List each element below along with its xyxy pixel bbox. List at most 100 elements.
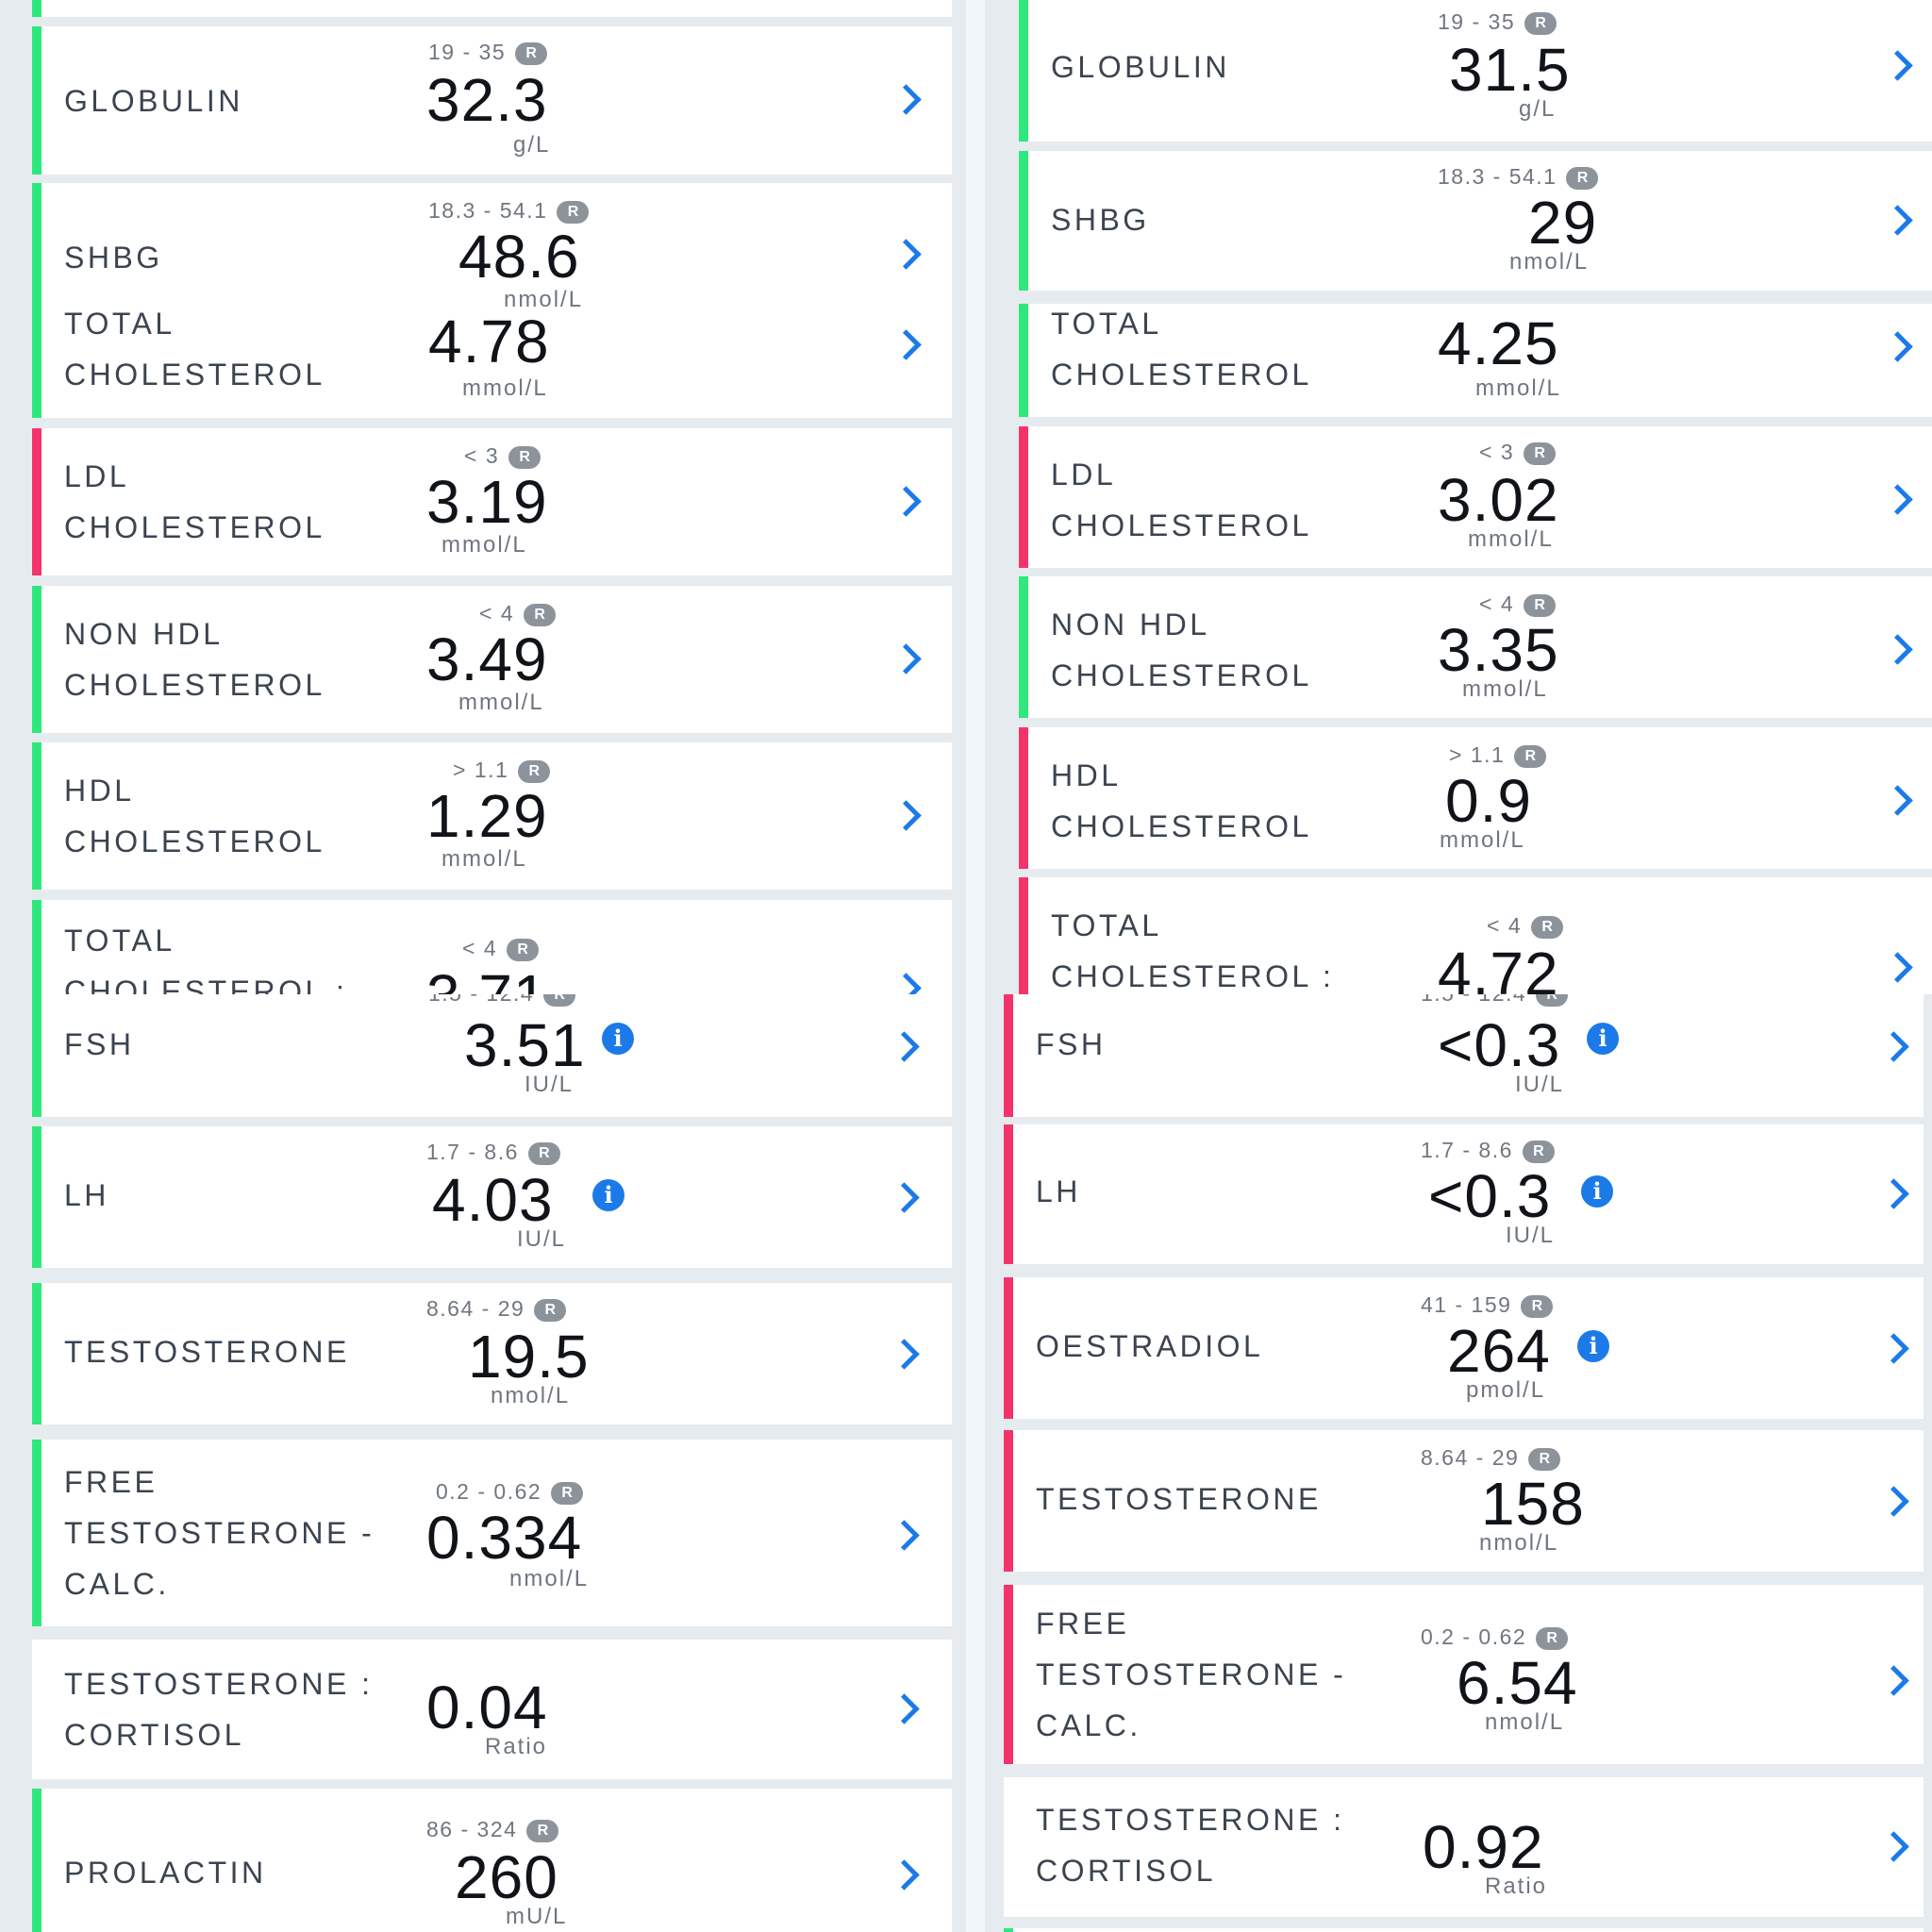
chevron-right-icon[interactable] — [889, 1031, 920, 1062]
range-badge[interactable]: R — [524, 603, 557, 626]
chevron-right-icon[interactable] — [1878, 1333, 1909, 1364]
chevron-right-icon[interactable] — [891, 239, 922, 270]
test-name: HDL CHOLESTEROL — [1051, 758, 1312, 843]
range-badge[interactable]: R — [1522, 1140, 1555, 1163]
result-card-testosterone-cortisol[interactable]: TESTOSTERONE : CORTISOL 0.92 Ratio — [1004, 1777, 1924, 1917]
range-badge[interactable]: R — [1524, 593, 1557, 617]
chevron-right-icon[interactable] — [891, 329, 922, 360]
range-badge[interactable]: R — [1531, 915, 1564, 939]
result-card-prolactin[interactable]: PROLACTIN 86 - 324 R 260 mU/L — [32, 1789, 952, 1932]
info-icon[interactable] — [592, 1179, 625, 1211]
result-card-lh[interactable]: LH 1.7 - 8.6R <0.3 IU/L — [1004, 1124, 1924, 1264]
chevron-right-icon[interactable] — [1882, 785, 1913, 816]
range-badge[interactable]: R — [507, 938, 540, 961]
chevron-right-icon[interactable] — [1878, 1486, 1909, 1517]
chevron-right-icon[interactable] — [891, 84, 922, 115]
result-value: 3.71 — [426, 966, 548, 994]
range-badge[interactable]: R — [1528, 1447, 1561, 1471]
chevron-right-icon[interactable] — [891, 973, 922, 994]
chevron-right-icon[interactable] — [1882, 50, 1913, 81]
range-badge[interactable]: R — [551, 1481, 584, 1505]
chevron-right-icon[interactable] — [1882, 952, 1913, 983]
test-name: NON HDL CHOLESTEROL — [1051, 608, 1312, 692]
result-card-globulin[interactable]: GLOBULIN 19 - 35 R 32.3 g/L — [32, 26, 952, 175]
result-value: 31.5 — [1449, 36, 1571, 104]
result-value: 0.04 — [426, 1674, 548, 1741]
chevron-right-icon[interactable] — [889, 1859, 920, 1890]
result-card-globulin[interactable]: GLOBULIN 19 - 35 R 31.5 g/L — [1019, 0, 1932, 142]
range-badge[interactable]: R — [515, 42, 548, 65]
reference-range: 18.3 - 54.1 R — [428, 198, 590, 224]
result-card-shbg[interactable]: SHBG 18.3 - 54.1 R 48.6 nmol/L — [32, 183, 952, 312]
info-icon[interactable] — [1587, 1023, 1619, 1055]
chevron-right-icon[interactable] — [1882, 634, 1913, 665]
result-card-total-cholesterol[interactable]: TOTAL CHOLESTEROL 4.25 mmol/L — [1019, 304, 1932, 417]
result-card-total-cholesterol[interactable]: TOTAL CHOLESTEROL 4.78 mmol/L — [32, 307, 952, 418]
info-icon[interactable] — [1577, 1330, 1609, 1362]
result-card-lh[interactable]: LH 1.7 - 8.6R 4.03 IU/L — [32, 1126, 952, 1268]
range-badge[interactable]: R — [508, 445, 541, 469]
chevron-right-icon[interactable] — [891, 486, 922, 517]
result-value: 3.49 — [426, 625, 548, 693]
result-unit: mmol/L — [441, 846, 527, 872]
result-card-free-testosterone[interactable]: FREE TESTOSTERONE - CALC. 0.2 - 0.62 R 0.… — [32, 1440, 952, 1626]
range-badge[interactable]: R — [534, 1298, 567, 1322]
range-badge[interactable]: R — [526, 1819, 559, 1842]
result-unit: mmol/L — [441, 532, 527, 558]
range-badge[interactable]: R — [1521, 1294, 1554, 1318]
range-badge[interactable]: R — [1536, 1626, 1569, 1650]
result-card-free-testosterone[interactable]: FREE TESTOSTERONE - CALC. 0.2 - 0.62 R 6.… — [1004, 1585, 1924, 1764]
chevron-right-icon[interactable] — [1878, 1831, 1909, 1862]
result-card-testosterone[interactable]: TESTOSTERONE 8.64 - 29 R 19.5 nmol/L — [32, 1283, 952, 1424]
range-badge[interactable]: R — [1566, 166, 1599, 190]
chevron-right-icon[interactable] — [889, 1693, 920, 1724]
reference-range: 86 - 324 R — [426, 1817, 559, 1842]
result-card-fsh[interactable]: FSH 1.5 - 12.4R 3.51 IU/L — [32, 994, 952, 1117]
range-badge[interactable]: R — [557, 200, 590, 224]
reference-range: 19 - 35 R — [1438, 9, 1557, 35]
chevron-right-icon[interactable] — [891, 643, 922, 675]
range-badge[interactable]: R — [527, 1141, 560, 1165]
range-badge[interactable]: R — [1524, 11, 1557, 35]
range-badge[interactable]: R — [543, 994, 576, 1007]
result-card-hdl-cholesterol[interactable]: HDL CHOLESTEROL > 1.1 R 1.29 mmol/L — [32, 742, 952, 890]
chevron-right-icon[interactable] — [891, 800, 922, 831]
info-icon[interactable] — [602, 1023, 634, 1055]
result-card-cholesterol-ratio[interactable]: TOTAL CHOLESTEROL : < 4R 3.71 — [32, 900, 952, 994]
reference-range: 1.7 - 8.6 R — [1421, 1138, 1555, 1163]
chevron-right-icon[interactable] — [889, 1182, 920, 1213]
result-card-fsh[interactable]: FSH 1.5 - 12.4R <0.3 IU/L — [1004, 994, 1924, 1117]
chevron-right-icon[interactable] — [1882, 205, 1913, 236]
range-badge[interactable]: R — [1536, 994, 1569, 1007]
chevron-right-icon[interactable] — [1878, 1031, 1909, 1062]
result-unit: IU/L — [517, 1226, 567, 1252]
range-badge[interactable]: R — [1524, 441, 1557, 465]
result-unit: Ratio — [1485, 1874, 1548, 1899]
chevron-right-icon[interactable] — [1882, 331, 1913, 362]
reference-range: 1.5 - 12.4R — [1421, 994, 1569, 1007]
result-value: 4.03 — [432, 1166, 554, 1234]
result-card-hdl-cholesterol[interactable]: HDL CHOLESTEROL > 1.1 R 0.9 mmol/L — [1019, 727, 1932, 869]
result-value: 29 — [1528, 189, 1598, 257]
result-card-shbg[interactable]: SHBG 18.3 - 54.1 R 29 nmol/L — [1019, 151, 1932, 291]
chevron-right-icon[interactable] — [889, 1520, 920, 1551]
range-badge[interactable]: R — [1514, 744, 1547, 768]
result-card-testosterone-cortisol[interactable]: TESTOSTERONE : CORTISOL 0.04 Ratio — [32, 1640, 952, 1779]
chevron-right-icon[interactable] — [1878, 1178, 1909, 1209]
reference-range: 8.64 - 29 R — [1421, 1445, 1561, 1471]
result-card-testosterone[interactable]: TESTOSTERONE 8.64 - 29 R 158 nmol/L — [1004, 1430, 1924, 1572]
result-value: 3.35 — [1438, 616, 1559, 684]
chevron-right-icon[interactable] — [1878, 1665, 1909, 1696]
range-badge[interactable]: R — [518, 759, 551, 783]
chevron-right-icon[interactable] — [889, 1339, 920, 1370]
result-value: 1.29 — [426, 782, 548, 850]
chevron-right-icon[interactable] — [1882, 484, 1913, 515]
info-icon[interactable] — [1581, 1175, 1613, 1208]
